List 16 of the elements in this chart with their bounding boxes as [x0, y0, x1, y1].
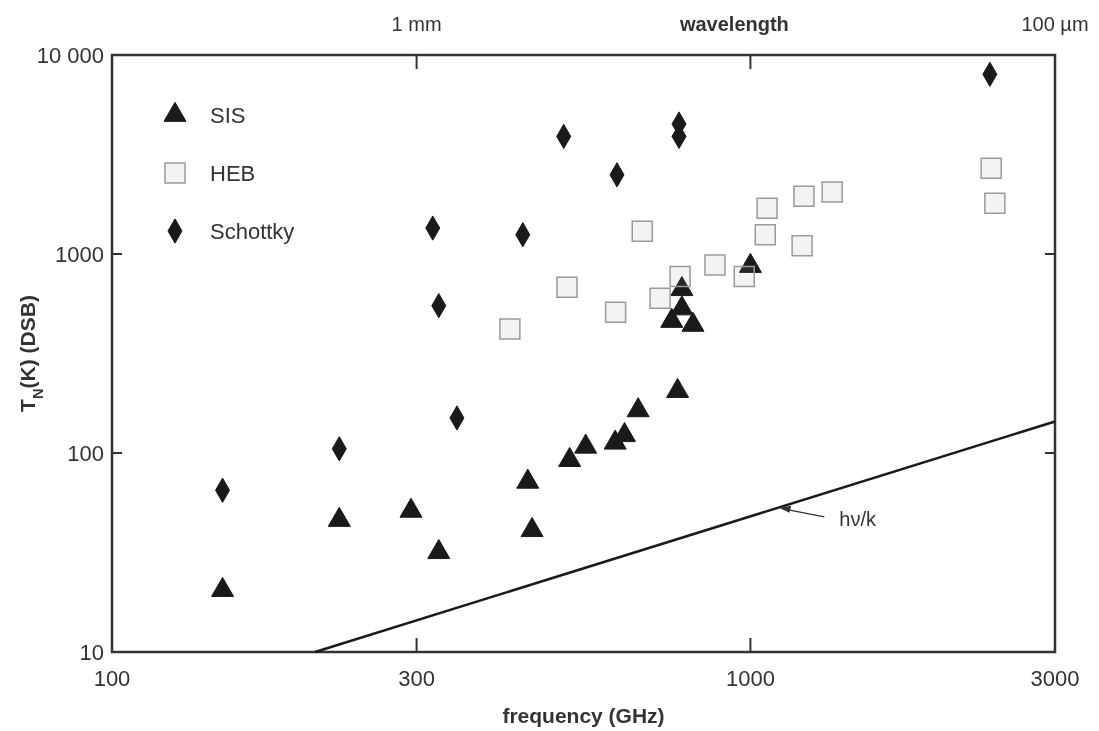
text: 100 µm: [1021, 13, 1089, 35]
legend-label: Schottky: [210, 218, 295, 244]
y-tick-label: 100: [67, 440, 104, 466]
x2-axis-title: wavelength: [678, 13, 789, 35]
legend-label: SIS: [210, 102, 246, 128]
x-tick-label: 300: [398, 666, 435, 691]
y-tick-label: 1000: [55, 241, 104, 267]
text: 1 mm: [391, 13, 442, 35]
x-axis-title: frequency (GHz): [502, 704, 665, 727]
x-tick-label: 3000: [1030, 666, 1080, 691]
annotation: hν/k: [839, 507, 878, 530]
x-tick-label: 100: [93, 666, 131, 691]
x-tick-label: 1000: [725, 666, 775, 691]
legend-label: HEB: [210, 160, 256, 186]
y-tick-label: 10 000: [36, 42, 104, 68]
y-tick-label: 10: [79, 639, 104, 665]
